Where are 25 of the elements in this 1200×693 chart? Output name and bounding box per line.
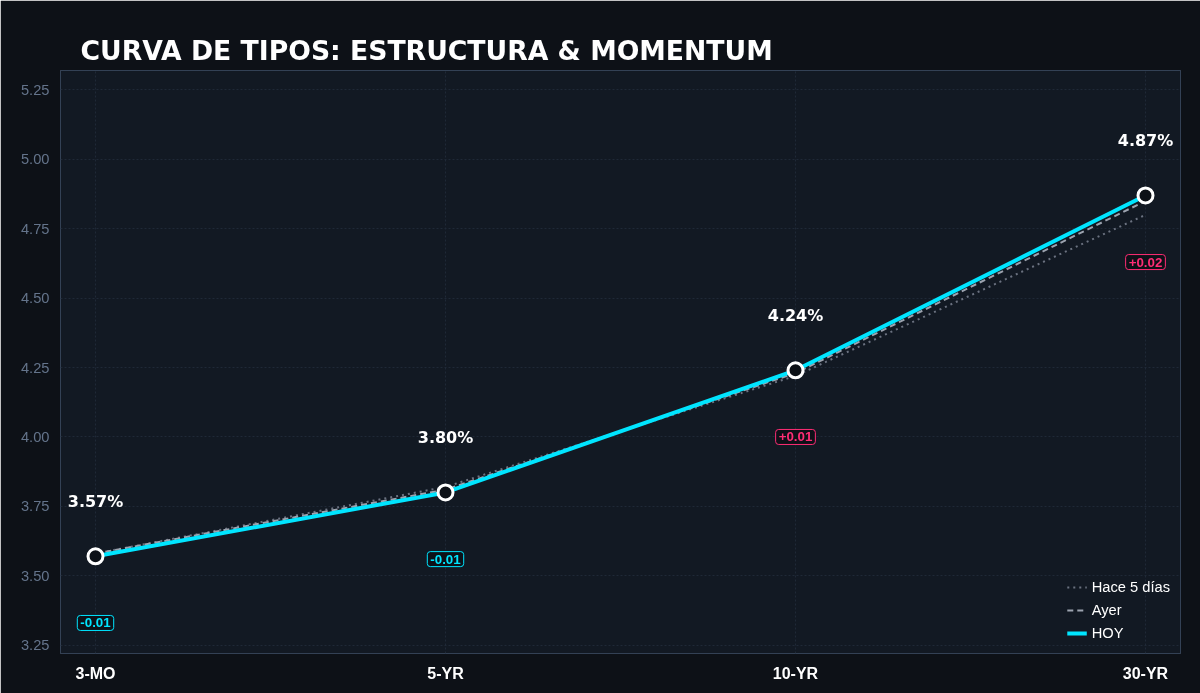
y-tick-label: 5.00: [20, 151, 50, 168]
legend-label: HOY: [1091, 625, 1124, 641]
annotation: -0.01: [80, 615, 112, 631]
y-tick-label: 3.75: [20, 498, 50, 515]
data-label: 3.57%: [67, 492, 124, 512]
x-tick-label: 3-MO: [75, 664, 116, 682]
data-label: 4.87%: [1117, 131, 1174, 151]
legend-label: Ayer: [1091, 602, 1122, 618]
x-tick-label: 30-YR: [1122, 664, 1169, 682]
y-tick-label: 4.75: [20, 220, 50, 237]
y-tick-label: 4.00: [20, 428, 50, 445]
x-tick-label: 10-YR: [772, 664, 819, 682]
x-tick-label: 5-YR: [427, 664, 465, 682]
annotation: -0.01: [430, 551, 462, 567]
annotation: +0.01: [778, 429, 813, 445]
y-tick-label: 5.25: [20, 81, 50, 98]
y-tick-label: 3.50: [20, 567, 50, 584]
y-tick-label: 4.50: [20, 290, 50, 307]
annotation: +0.02: [1128, 254, 1163, 270]
chart-title: CURVA DE TIPOS: ESTRUCTURA & MOMENTUM: [80, 34, 773, 66]
legend-label: Hace 5 días: [1091, 579, 1170, 595]
y-tick-label: 4.25: [20, 359, 50, 376]
data-label: 3.80%: [417, 428, 474, 448]
y-tick-label: 3.25: [20, 637, 50, 654]
data-label: 4.24%: [767, 306, 824, 326]
